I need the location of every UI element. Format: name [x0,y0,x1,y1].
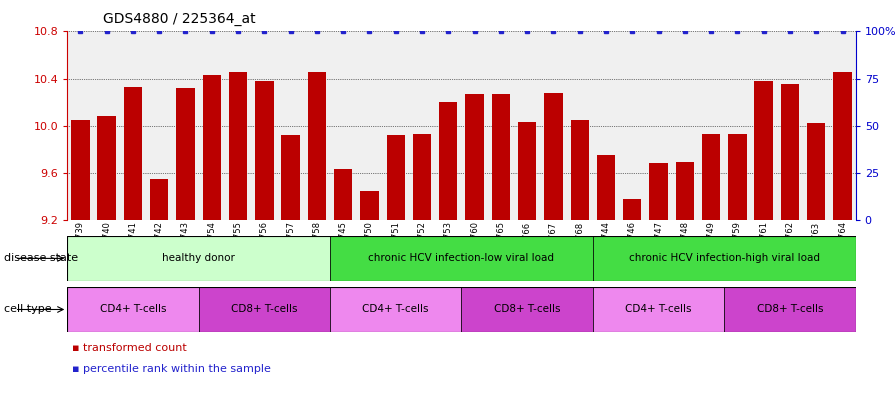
Bar [571,120,589,220]
Text: healthy donor: healthy donor [162,253,235,263]
Bar [360,191,379,220]
Bar [728,134,746,220]
Text: CD4+ T-cells: CD4+ T-cells [99,305,166,314]
Text: CD4+ T-cells: CD4+ T-cells [363,305,429,314]
Text: disease state: disease state [4,253,79,263]
Bar [492,94,510,220]
FancyBboxPatch shape [593,236,856,281]
Bar [228,72,247,220]
FancyBboxPatch shape [461,287,593,332]
FancyBboxPatch shape [330,236,593,281]
FancyBboxPatch shape [67,236,330,281]
Text: ▪ transformed count: ▪ transformed count [72,343,186,353]
FancyBboxPatch shape [593,287,724,332]
Bar [413,134,431,220]
Bar [386,135,405,220]
Text: CD8+ T-cells: CD8+ T-cells [757,305,823,314]
FancyBboxPatch shape [67,287,199,332]
Bar [597,155,616,220]
Bar [650,163,668,220]
Bar [255,81,273,220]
Bar [281,135,300,220]
Text: CD8+ T-cells: CD8+ T-cells [231,305,297,314]
Bar [307,72,326,220]
Text: cell type: cell type [4,305,52,314]
Bar [702,134,720,220]
Bar [754,81,773,220]
Text: CD4+ T-cells: CD4+ T-cells [625,305,692,314]
FancyBboxPatch shape [330,287,461,332]
FancyBboxPatch shape [199,287,330,332]
Bar [780,84,799,220]
Bar [98,116,116,220]
Bar [71,120,90,220]
Bar [833,72,852,220]
Bar [439,102,458,220]
Bar [676,162,694,220]
Text: chronic HCV infection-high viral load: chronic HCV infection-high viral load [629,253,820,263]
Bar [150,179,168,220]
Text: ▪ percentile rank within the sample: ▪ percentile rank within the sample [72,364,271,375]
Bar [202,75,221,220]
Bar [177,88,194,220]
Text: chronic HCV infection-low viral load: chronic HCV infection-low viral load [368,253,555,263]
Bar [334,169,352,220]
Bar [623,199,642,220]
Text: CD8+ T-cells: CD8+ T-cells [494,305,560,314]
Bar [544,93,563,220]
FancyBboxPatch shape [724,287,856,332]
Bar [465,94,484,220]
Bar [124,87,142,220]
Text: GDS4880 / 225364_at: GDS4880 / 225364_at [103,12,255,26]
Bar [518,122,537,220]
Bar [807,123,825,220]
